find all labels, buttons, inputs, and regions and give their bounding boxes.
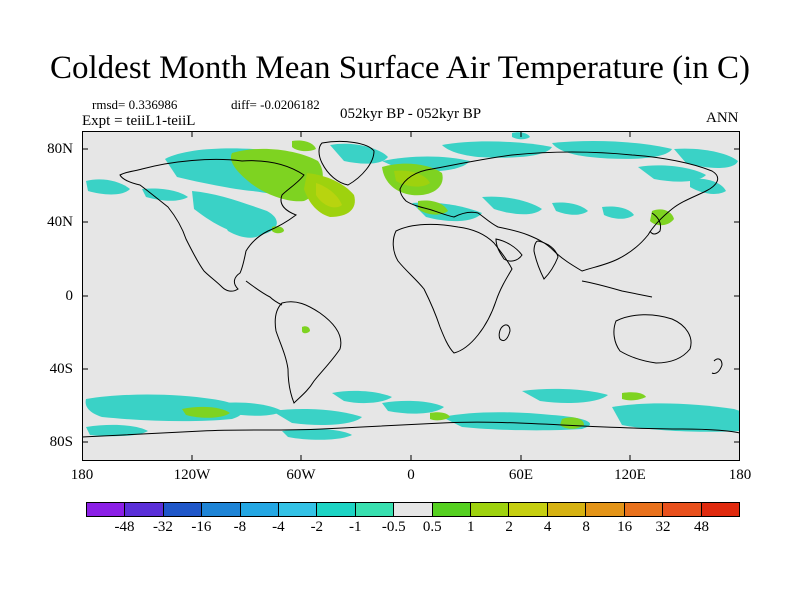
colorbar-box [623,502,664,517]
colorbar-box [86,502,126,517]
colorbar-tick-label: 1 [466,519,475,535]
colorbar-tick-label: 0.5 [422,519,442,535]
eurasia-outline [399,151,719,272]
colorbar-tick-label: 2 [505,519,513,535]
lat-label-80s: 80S [49,434,73,450]
colorbar-box [201,502,241,517]
africa-outline [392,223,513,354]
page-title: Coldest Month Mean Surface Air Temperatu… [50,50,750,86]
colorbar-box [316,502,356,517]
north-america-outline [119,158,305,292]
colorbar-tick-label: -48 [114,519,135,535]
period-label: 052kyr BP - 052kyr BP [340,106,482,122]
colorbar-box [700,502,740,517]
lon-label-120w: 120W [173,467,211,483]
colorbar-box [239,502,280,517]
lat-label-40n: 40N [47,214,73,230]
colorbar-box [546,502,587,517]
india-outline [533,240,559,280]
colorbar-box [124,502,164,517]
diff-label: diff= -0.0206182 [231,97,320,112]
lon-label-180e: 180 [728,467,752,483]
positive-anomaly-regions [230,140,674,334]
season-label: ANN [706,110,739,126]
lon-label-0: 0 [407,467,415,483]
central-america-outline [245,280,283,306]
colorbar-tick-label: -0.5 [381,519,406,535]
colorbar-box [508,502,548,517]
lat-label-40s: 40S [49,361,73,377]
australia-outline [613,314,692,364]
lon-label-120e: 120E [614,467,646,483]
lon-label-60w: 60W [286,467,316,483]
colorbar-tick-label: 48 [694,519,710,535]
lat-label-80n: 80N [47,141,73,157]
colorbar-box [162,502,203,517]
colorbar-tick-label: 16 [617,519,633,535]
madagascar-outline [498,324,511,342]
lon-label-180w: 180 [70,467,94,483]
colorbar-tick-label: -8 [233,519,247,535]
colorbar-box [354,502,395,517]
colorbar-box [278,502,318,517]
colorbar-tick-label: -32 [152,519,173,535]
colorbar-tick-label: 4 [543,519,552,535]
colorbar-tick-label: -16 [191,519,212,535]
colorbar-box [393,502,433,517]
colorbar-tick-label: -1 [349,519,362,535]
colorbar-tick-label: 8 [582,519,590,535]
lon-ticks [191,131,631,461]
japan-outline [649,212,661,235]
arabia-outline [495,238,523,262]
antarctica-outline [82,421,740,438]
lat-ticks [82,148,740,443]
colorbar-box [662,502,702,517]
south-america-outline [274,301,342,404]
map-panel [82,131,740,461]
lat-label-0: 0 [65,288,74,304]
colorbar-box [470,502,510,517]
indonesia-outline [581,280,653,298]
new-zealand-outline [711,358,723,374]
greenland-outline [318,140,375,186]
colorbar-box [585,502,625,517]
colorbar-tick-label: -4 [272,519,285,535]
experiment-label: Expt = teiiL1-teiiL [82,113,196,129]
colorbar-tick-label: 32 [655,519,671,535]
lon-label-60e: 60E [508,467,534,483]
southern-anomaly-regions [85,388,740,440]
colorbar-tick-label: -2 [310,519,324,535]
coastlines [82,140,740,438]
colorbar [86,502,740,517]
colorbar-box [431,502,472,517]
rmsd-label: rmsd= 0.336986 [92,97,178,112]
